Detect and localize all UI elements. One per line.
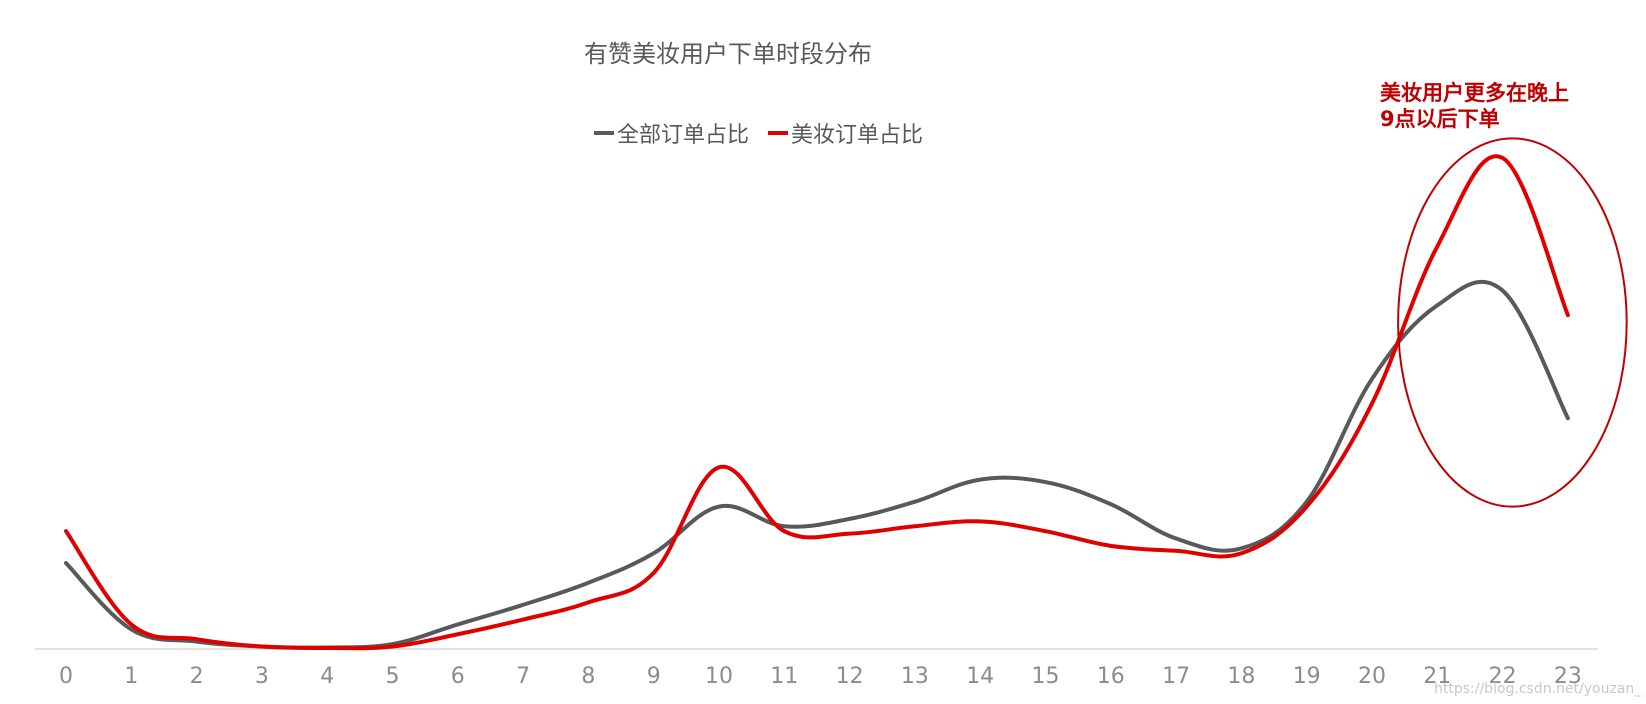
x-tick-label: 19 <box>1293 664 1321 689</box>
x-tick-label: 20 <box>1358 664 1386 689</box>
x-tick-label: 8 <box>581 664 595 689</box>
series-line-all-orders <box>64 279 1570 650</box>
x-axis-ticks: 0 1 2 3 4 5 6 7 8 9 10 11 12 13 14 15 16 17 18 19 20 21 22 23 <box>59 664 1582 689</box>
chart-title: 有赞美妆用户下单时段分布 <box>584 40 872 68</box>
x-tick-label: 10 <box>705 664 733 689</box>
x-tick-label: 7 <box>516 664 530 689</box>
x-tick-label: 5 <box>386 664 400 689</box>
legend: 全部订单占比 美妆订单占比 <box>594 123 923 148</box>
x-tick-label: 12 <box>836 664 864 689</box>
x-tick-label: 3 <box>255 664 269 689</box>
legend-swatch-beauty-orders <box>768 131 788 135</box>
x-tick-label: 11 <box>770 664 798 689</box>
x-tick-label: 16 <box>1097 664 1125 689</box>
x-tick-label: 6 <box>451 664 465 689</box>
x-tick-label: 2 <box>190 664 204 689</box>
series-line-beauty-orders <box>64 154 1570 651</box>
x-tick-label: 21 <box>1423 664 1451 689</box>
x-tick-label: 1 <box>124 664 138 689</box>
x-tick-label: 4 <box>320 664 334 689</box>
x-tick-label: 14 <box>966 664 994 689</box>
x-tick-label: 15 <box>1032 664 1060 689</box>
x-tick-label: 18 <box>1227 664 1255 689</box>
legend-swatch-all-orders <box>594 131 614 135</box>
legend-label-all-orders: 全部订单占比 <box>617 123 749 148</box>
annotation-line-1: 美妆用户更多在晚上 <box>1380 81 1569 105</box>
series-layer <box>64 154 1570 651</box>
legend-label-beauty-orders: 美妆订单占比 <box>791 123 923 148</box>
x-tick-label: 23 <box>1554 664 1582 689</box>
annotation: 美妆用户更多在晚上 9点以后下单 <box>1380 81 1628 508</box>
x-tick-label: 22 <box>1489 664 1517 689</box>
x-tick-label: 13 <box>901 664 929 689</box>
watermark-text: https://blog.csdn.net/youzan_ <box>1434 681 1642 697</box>
highlight-ellipse <box>1397 137 1628 508</box>
x-tick-label: 0 <box>59 664 73 689</box>
x-tick-label: 9 <box>647 664 661 689</box>
x-tick-label: 17 <box>1162 664 1190 689</box>
annotation-line-2: 9点以后下单 <box>1380 107 1500 131</box>
